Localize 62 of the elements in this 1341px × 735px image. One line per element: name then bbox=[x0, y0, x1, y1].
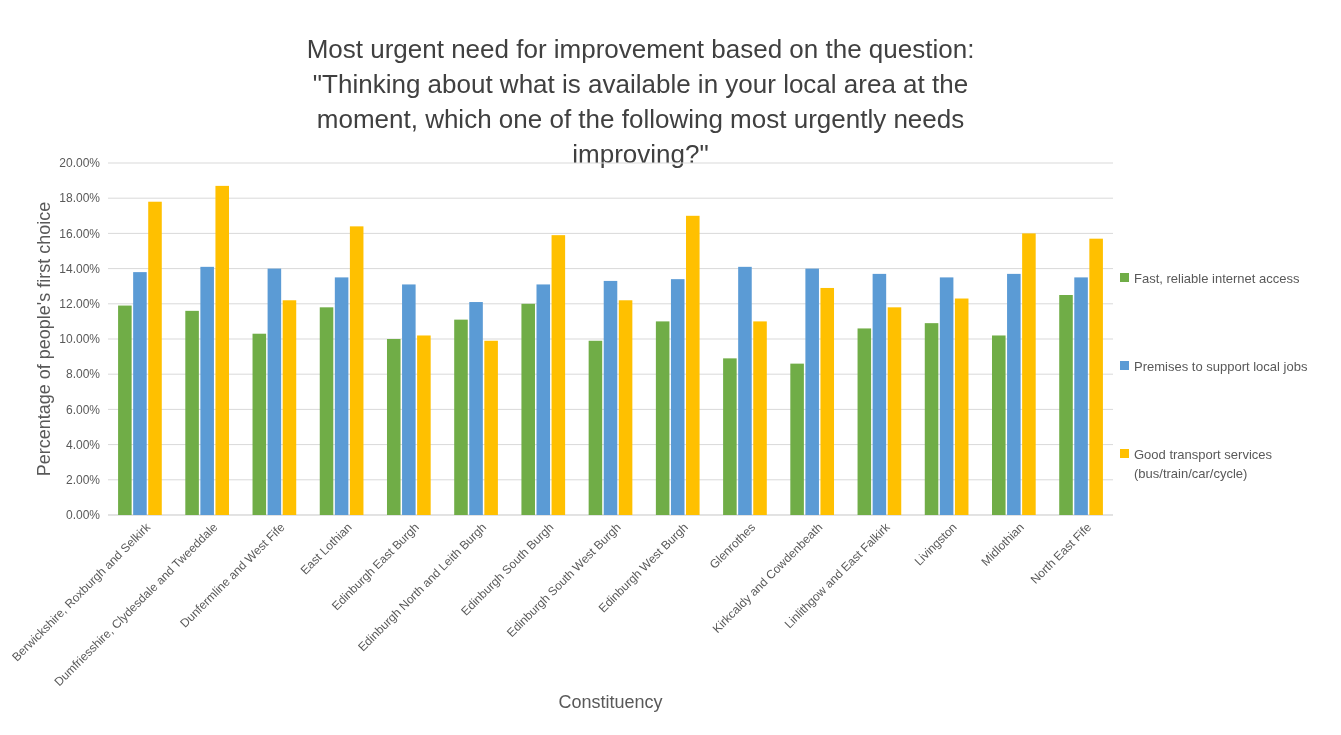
bar bbox=[334, 277, 349, 515]
bar bbox=[252, 333, 267, 515]
y-tick-label: 8.00% bbox=[65, 367, 101, 382]
bar bbox=[790, 363, 804, 515]
bar bbox=[185, 310, 199, 515]
bar bbox=[282, 300, 297, 515]
bar bbox=[267, 268, 282, 515]
bar bbox=[118, 305, 132, 515]
bar bbox=[924, 323, 939, 515]
y-tick-label: 16.00% bbox=[59, 226, 101, 241]
bar bbox=[655, 321, 670, 515]
bar bbox=[1022, 233, 1036, 515]
bar bbox=[148, 201, 162, 515]
bar bbox=[1059, 295, 1073, 515]
bar bbox=[723, 358, 737, 515]
bar bbox=[469, 302, 483, 515]
bar bbox=[536, 284, 551, 515]
bar bbox=[686, 215, 700, 515]
bar bbox=[319, 307, 334, 515]
bar bbox=[939, 277, 954, 515]
bar bbox=[454, 319, 468, 515]
y-tick-label: 18.00% bbox=[59, 191, 101, 206]
bar bbox=[738, 266, 752, 515]
bar bbox=[200, 266, 214, 515]
legend-label: Fast, reliable internet access bbox=[1134, 270, 1300, 286]
bar bbox=[887, 307, 902, 515]
y-tick-label: 4.00% bbox=[65, 437, 101, 452]
bar bbox=[670, 279, 685, 515]
chart-title: Most urgent need for improvement based on the question: "Thinking about what is available in your local area at the moment, which one of the following most urgently needs improving?" bbox=[306, 34, 975, 169]
bar bbox=[133, 272, 147, 515]
bar bbox=[551, 235, 566, 515]
bar bbox=[618, 300, 633, 515]
y-tick-label: 6.00% bbox=[65, 402, 101, 417]
bar bbox=[820, 287, 835, 515]
bar bbox=[1007, 273, 1021, 515]
y-tick-label: 10.00% bbox=[59, 332, 101, 347]
y-axis-title: Percentage of people's first choice bbox=[34, 201, 54, 477]
y-tick-label: 2.00% bbox=[65, 473, 101, 487]
bar bbox=[484, 340, 498, 515]
bar bbox=[1089, 238, 1103, 515]
bar bbox=[588, 340, 603, 515]
bar bbox=[1074, 277, 1088, 515]
bar bbox=[417, 335, 431, 515]
bar bbox=[402, 284, 416, 515]
bar bbox=[857, 328, 872, 515]
bar bbox=[872, 273, 887, 515]
bar bbox=[992, 335, 1006, 515]
y-tick-label: 20.00% bbox=[59, 156, 101, 171]
y-tick-label: 12.00% bbox=[59, 297, 101, 311]
bar bbox=[349, 226, 364, 515]
x-axis-title: Constituency bbox=[558, 692, 663, 712]
y-tick-label: 0.00% bbox=[65, 508, 101, 523]
bar bbox=[521, 303, 535, 515]
y-tick-label: 14.00% bbox=[59, 261, 101, 276]
bar bbox=[753, 321, 767, 515]
legend-label: Good transport services (bus/train/car/cycle) bbox=[1134, 446, 1273, 481]
legend-label: Premises to support local jobs bbox=[1134, 358, 1308, 374]
bar bbox=[386, 339, 401, 515]
bar bbox=[215, 185, 229, 515]
bar bbox=[805, 268, 819, 515]
bar bbox=[954, 298, 969, 515]
bar bbox=[603, 280, 618, 515]
